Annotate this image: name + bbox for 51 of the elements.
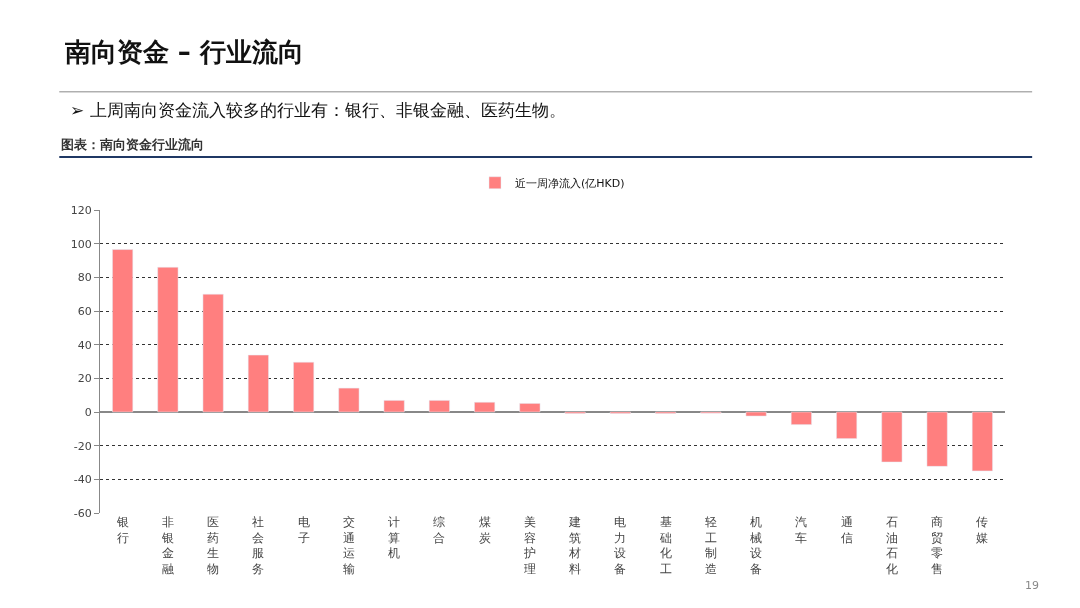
- x-tick-label: 基础化工: [658, 515, 672, 576]
- x-tick-label: 石油石化: [885, 515, 898, 576]
- bar: [971, 411, 993, 472]
- bar: [474, 401, 496, 413]
- y-tick-label: 20: [77, 372, 92, 386]
- bar: [338, 387, 360, 413]
- x-tick-label: 通信: [840, 515, 853, 545]
- x-tick-label: 医药生物: [207, 515, 220, 576]
- x-tick-label: 机械设备: [750, 515, 763, 576]
- x-tick-label: 银行: [115, 515, 129, 545]
- text: 19: [1025, 579, 1039, 592]
- bar: [247, 354, 269, 413]
- bar: [202, 293, 224, 413]
- x-tick-label: 计算机: [388, 515, 401, 561]
- bar: [926, 411, 948, 467]
- x-tick-label: 美容护理: [522, 515, 536, 576]
- x-tick-label: 传媒: [976, 515, 989, 545]
- x-tick-label: 社会服务: [252, 515, 265, 576]
- legend-label: 近一周净流入(亿HKD): [515, 177, 625, 191]
- bar: [790, 411, 812, 425]
- x-tick-label: 综合: [433, 515, 446, 545]
- x-tick-label: 交通运输: [342, 515, 355, 576]
- y-tick-label: -20: [73, 439, 92, 453]
- x-tick-label: 商贸零售: [931, 515, 944, 576]
- x-tick-label: 轻工制造: [704, 515, 717, 576]
- bar: [157, 266, 179, 413]
- x-tick-label: 煤炭: [478, 515, 491, 545]
- bar: [428, 400, 450, 413]
- text: 图表：南向资金行业流向: [61, 137, 204, 152]
- x-tick-label: 电力设备: [614, 515, 627, 576]
- y-tick-label: 100: [70, 237, 92, 251]
- y-tick-label: -40: [73, 473, 92, 487]
- x-tick-label: 电子: [297, 515, 310, 545]
- bar: [519, 403, 541, 413]
- y-tick-label: 120: [70, 203, 92, 217]
- y-tick-label: 40: [77, 338, 92, 352]
- chart-subtitle: ➢ 上周南向资金流入较多的行业有：银行、非银金融、医药生物。: [70, 100, 566, 120]
- x-tick-label: 汽车: [795, 515, 808, 545]
- bar: [836, 411, 858, 439]
- y-tick-label: 0: [84, 405, 92, 419]
- y-tick-label: 80: [77, 271, 92, 285]
- bar: [745, 411, 767, 417]
- bar: [112, 249, 134, 413]
- bar: [383, 400, 405, 413]
- bar: [881, 411, 903, 463]
- x-tick-label: 建筑材料: [568, 515, 582, 576]
- bar: [293, 361, 315, 413]
- y-tick-label: 60: [77, 304, 92, 318]
- chart-title: 南向资金 – 行业流向: [63, 36, 304, 67]
- y-tick-label: -60: [73, 506, 92, 520]
- x-tick-label: 非银金融: [160, 515, 174, 576]
